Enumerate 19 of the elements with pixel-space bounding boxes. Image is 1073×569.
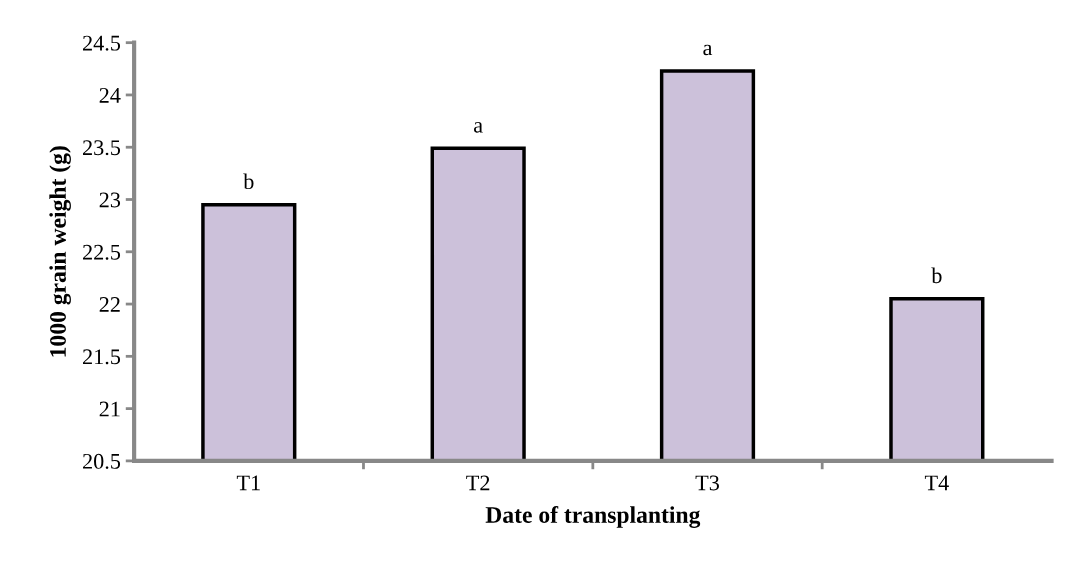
y-axis-title: 1000 grain weight (g) <box>49 146 71 357</box>
y-tick-label: 24 <box>99 87 121 103</box>
annotation: b <box>243 173 254 190</box>
y-tick-label: 21.5 <box>83 349 121 365</box>
y-tick-label: 24.5 <box>83 35 121 51</box>
y-tick-label: 23 <box>99 192 121 208</box>
annotation: a <box>703 44 713 56</box>
y-tick-label: 22.5 <box>83 244 121 260</box>
x-tick-label: T1 <box>236 475 260 491</box>
y-tick-label: 20.5 <box>83 453 121 469</box>
x-tick-label: T3 <box>695 475 719 491</box>
x-axis-title: Date of transplanting <box>485 506 701 528</box>
annotation: a <box>474 122 483 133</box>
y-tick-label: 23.5 <box>83 140 121 156</box>
annotation: b <box>931 267 942 284</box>
x-tick-label: T2 <box>466 475 490 491</box>
x-tick-label: T4 <box>924 475 949 491</box>
y-tick-label: 21 <box>99 401 120 417</box>
y-tick-label: 22 <box>99 297 120 312</box>
